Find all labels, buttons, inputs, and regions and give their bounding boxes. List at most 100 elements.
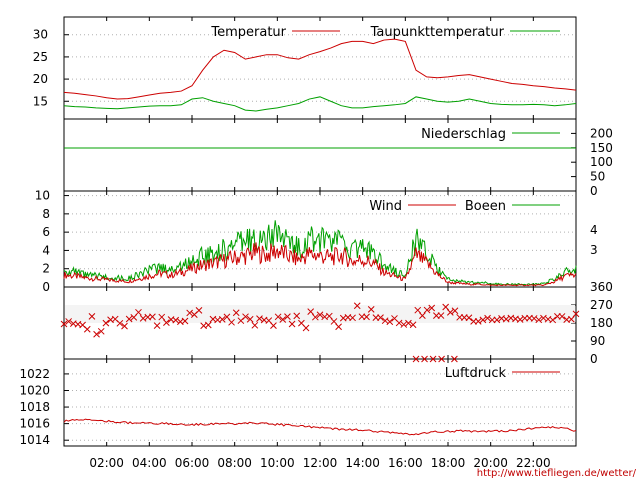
winddir-mark	[93, 330, 100, 338]
winddir-mark	[102, 319, 110, 327]
winddir-mark	[395, 319, 403, 327]
x-tick-label: 22:00	[516, 456, 551, 470]
dir-cross-stroke	[144, 313, 152, 321]
dir-cross-stroke	[111, 315, 119, 323]
dir-cross-stroke	[125, 315, 133, 323]
winddir-mark	[493, 316, 501, 324]
winddir-mark	[567, 315, 575, 323]
dir-cross-stroke	[195, 306, 203, 314]
winddir-mark	[302, 324, 310, 332]
dir-cross-stroke	[135, 308, 142, 316]
winddir-mark	[446, 309, 454, 316]
winddir-mark	[549, 316, 557, 324]
dir-cross-stroke	[400, 321, 408, 328]
wind-bft-tick-label: 3	[590, 243, 598, 257]
pressure-y-tick-label: 1022	[19, 367, 50, 381]
wind-bft-tick-label: 4	[590, 223, 598, 237]
dir-cross-stroke	[139, 315, 147, 322]
dir-cross-stroke	[451, 355, 458, 363]
rain-y-tick-label: 200	[590, 126, 613, 140]
dir-cross-stroke	[558, 313, 566, 320]
dir-cross-stroke	[549, 316, 557, 324]
dir-cross-stroke	[412, 355, 420, 363]
winddir-mark	[88, 312, 96, 320]
winddir-mark	[125, 315, 133, 323]
winddir-calm-mark	[429, 355, 437, 363]
winddir-mark	[158, 313, 166, 321]
winddir-mark	[428, 304, 436, 312]
winddir-mark	[479, 316, 487, 324]
dir-cross-stroke	[405, 319, 412, 327]
winddir-calm-mark	[421, 355, 428, 363]
x-tick-label: 10:00	[260, 456, 295, 470]
temp-y-tick-label: 30	[33, 28, 48, 42]
dir-cross-stroke	[335, 323, 342, 331]
dir-cross-stroke	[502, 315, 510, 323]
winddir-mark	[181, 317, 189, 325]
dir-cross-stroke	[330, 318, 338, 325]
legend-luftdruck: Luftdruck	[445, 366, 507, 381]
dir-cross-stroke	[298, 319, 305, 327]
winddir-mark	[60, 320, 68, 328]
dir-cross-stroke	[325, 312, 333, 320]
dir-cross-stroke	[535, 316, 543, 324]
dir-cross-stroke	[516, 316, 524, 323]
dir-cross-stroke	[246, 315, 254, 323]
winddir-mark	[419, 312, 426, 319]
dir-cross-stroke	[479, 316, 487, 324]
winddir-mark	[251, 321, 259, 329]
pressure-y-tick-label: 1020	[19, 383, 50, 397]
winddir-mark	[414, 306, 422, 314]
dir-y-tick-label: 180	[590, 316, 613, 330]
winddir-mark	[442, 303, 450, 311]
dir-cross-stroke	[572, 310, 580, 318]
dir-cross-stroke	[429, 355, 437, 363]
winddir-mark	[437, 312, 445, 319]
winddir-mark	[377, 314, 384, 321]
winddir-mark	[311, 313, 319, 321]
winddir-mark	[195, 306, 203, 314]
dir-cross-stroke	[433, 312, 440, 319]
wind-line	[63, 242, 577, 287]
dir-y-tick-label: 270	[590, 298, 613, 312]
winddir-mark	[535, 316, 543, 324]
dir-cross-stroke	[200, 322, 207, 330]
winddir-mark	[135, 308, 142, 316]
dir-cross-stroke	[116, 319, 124, 327]
dir-cross-stroke	[65, 318, 73, 325]
dir-cross-stroke	[102, 319, 110, 327]
dir-cross-stroke	[567, 315, 575, 323]
dir-cross-stroke	[307, 308, 315, 315]
dir-cross-stroke	[363, 313, 370, 321]
winddir-mark	[204, 321, 212, 329]
winddir-mark	[367, 306, 375, 313]
winddir-mark	[149, 313, 156, 321]
dir-cross-stroke	[423, 306, 431, 314]
dir-cross-stroke	[93, 330, 100, 338]
x-tick-label: 20:00	[473, 456, 508, 470]
dir-cross-stroke	[446, 309, 454, 316]
footer-url: http://www.tiefliegen.de/wetter/	[477, 468, 637, 479]
dir-y-tick-label: 360	[590, 280, 613, 294]
dir-cross-stroke	[274, 313, 282, 321]
dir-cross-stroke	[177, 318, 184, 326]
dir-cross-stroke	[563, 316, 571, 324]
temp-y-tick-label: 15	[33, 94, 48, 108]
winddir-mark	[223, 313, 231, 321]
dir-cross-stroke	[88, 312, 96, 320]
chart-marks	[60, 38, 580, 436]
winddir-mark	[228, 318, 235, 326]
dir-cross-stroke	[232, 309, 240, 317]
winddir-mark	[558, 313, 566, 320]
dir-cross-stroke	[421, 355, 428, 363]
dir-cross-stroke	[321, 313, 329, 321]
dir-cross-stroke	[121, 322, 128, 330]
winddir-mark	[349, 314, 356, 322]
winddir-mark	[242, 313, 249, 321]
winddir-mark	[363, 313, 370, 321]
dir-cross-stroke	[521, 314, 529, 322]
x-tick-label: 16:00	[388, 456, 423, 470]
rain-y-tick-label: 50	[590, 170, 605, 184]
dir-cross-stroke	[409, 321, 417, 329]
